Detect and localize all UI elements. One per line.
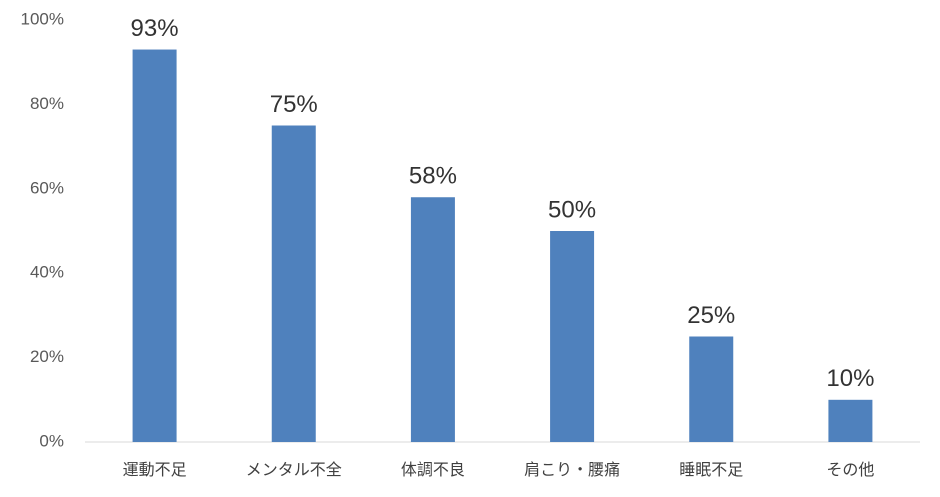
bar bbox=[410, 197, 455, 442]
value-label: 10% bbox=[826, 365, 874, 392]
y-tick-label: 80% bbox=[30, 94, 64, 113]
x-tick-label: 運動不足 bbox=[123, 461, 187, 479]
y-tick-label: 20% bbox=[30, 347, 64, 366]
bar bbox=[550, 231, 595, 442]
y-tick-label: 100% bbox=[21, 9, 64, 28]
bar bbox=[689, 336, 734, 442]
value-label: 93% bbox=[131, 15, 179, 42]
bar bbox=[828, 399, 873, 442]
y-tick-label: 40% bbox=[30, 263, 64, 282]
value-label: 58% bbox=[409, 163, 457, 190]
bar bbox=[132, 49, 177, 442]
value-label: 75% bbox=[270, 91, 318, 118]
x-tick-label: その他 bbox=[826, 461, 874, 479]
x-tick-label: 肩こり・腰痛 bbox=[524, 461, 620, 479]
x-tick-label: メンタル不全 bbox=[246, 461, 342, 479]
x-tick-label: 体調不良 bbox=[401, 461, 465, 479]
value-label: 50% bbox=[548, 196, 596, 223]
x-tick-label: 睡眠不足 bbox=[679, 461, 743, 479]
value-label: 25% bbox=[687, 302, 735, 329]
y-tick-label: 0% bbox=[39, 431, 64, 450]
y-tick-label: 60% bbox=[30, 178, 64, 197]
bar bbox=[271, 125, 316, 442]
